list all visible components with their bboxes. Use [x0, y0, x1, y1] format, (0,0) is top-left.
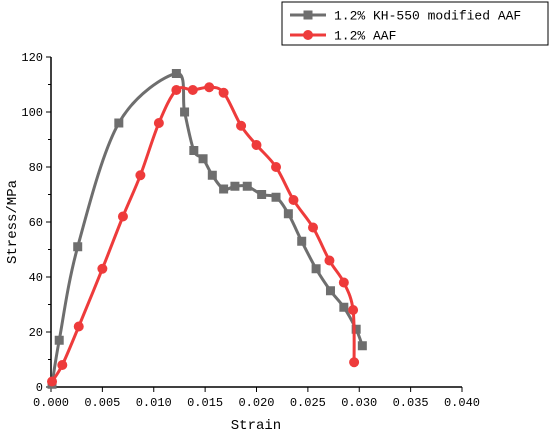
- data-point: [187, 85, 198, 95]
- y-tick-label: 0: [36, 381, 43, 395]
- data-point: [47, 376, 58, 387]
- x-tick-label: 0.035: [393, 396, 429, 410]
- x-tick-label: 0.040: [444, 396, 480, 410]
- data-point: [271, 162, 282, 172]
- series-2: [47, 82, 360, 387]
- data-point: [311, 264, 321, 274]
- data-point: [288, 195, 299, 205]
- data-point: [54, 335, 64, 345]
- data-point: [218, 87, 229, 98]
- data-point: [325, 286, 335, 296]
- data-point: [357, 341, 367, 351]
- data-point: [251, 140, 262, 150]
- data-point: [198, 154, 208, 164]
- data-point: [351, 324, 361, 334]
- x-axis-ticks: 0.000 0.005 0.010 0.015 0.020 0.025 0.030 0.035…: [33, 387, 480, 410]
- x-axis-title: Strain: [231, 418, 281, 434]
- data-point: [189, 146, 199, 155]
- y-axis-ticks: 0 20 40 60 80 100 120: [21, 51, 51, 395]
- data-point: [348, 305, 359, 315]
- data-point: [230, 181, 240, 191]
- series-layer: [47, 69, 367, 389]
- data-point: [308, 222, 319, 233]
- legend-label: 1.2% KH-550 modified AAF: [334, 9, 521, 24]
- data-point: [73, 321, 84, 332]
- data-point: [204, 82, 215, 93]
- data-point: [97, 263, 108, 274]
- legend-label: 1.2% AAF: [334, 29, 396, 44]
- y-tick-label: 60: [29, 216, 43, 230]
- data-point: [257, 190, 267, 199]
- x-tick-label: 0.005: [84, 396, 120, 410]
- data-point: [242, 181, 252, 191]
- y-tick-label: 40: [29, 271, 43, 285]
- data-point: [324, 255, 335, 266]
- data-point: [171, 85, 182, 95]
- y-tick-label: 20: [29, 326, 43, 340]
- series-line: [50, 85, 356, 383]
- data-point: [153, 118, 164, 128]
- legend-marker: [303, 30, 313, 40]
- data-point: [171, 69, 181, 78]
- data-point: [114, 118, 124, 128]
- x-tick-label: 0.020: [238, 396, 274, 410]
- data-point: [236, 120, 247, 131]
- y-tick-label: 120: [21, 51, 43, 65]
- data-point: [117, 211, 128, 222]
- x-tick-label: 0.025: [290, 396, 326, 410]
- x-tick-label: 0.000: [33, 396, 69, 410]
- y-tick-label: 100: [21, 106, 43, 120]
- data-point: [180, 107, 190, 117]
- plot-frame: [50, 57, 462, 388]
- data-point: [135, 170, 146, 181]
- data-point: [207, 170, 217, 180]
- x-tick-label: 0.015: [187, 396, 223, 410]
- data-point: [219, 184, 229, 194]
- data-point: [338, 277, 349, 288]
- data-point: [73, 242, 83, 252]
- y-axis-title: Stress/MPa: [5, 180, 21, 264]
- data-point: [283, 209, 293, 219]
- legend-box: [281, 1, 549, 46]
- legend-marker: [303, 10, 313, 20]
- y-tick-label: 80: [29, 161, 43, 175]
- data-point: [297, 236, 307, 246]
- series-1: [47, 69, 367, 389]
- data-point: [339, 302, 349, 312]
- data-point: [271, 192, 281, 202]
- x-tick-label: 0.010: [136, 396, 172, 410]
- data-point: [57, 360, 68, 370]
- data-point: [349, 357, 360, 368]
- legend: 1.2% KH-550 modified AAF 1.2% AAF: [281, 1, 549, 46]
- x-tick-label: 0.030: [341, 396, 377, 410]
